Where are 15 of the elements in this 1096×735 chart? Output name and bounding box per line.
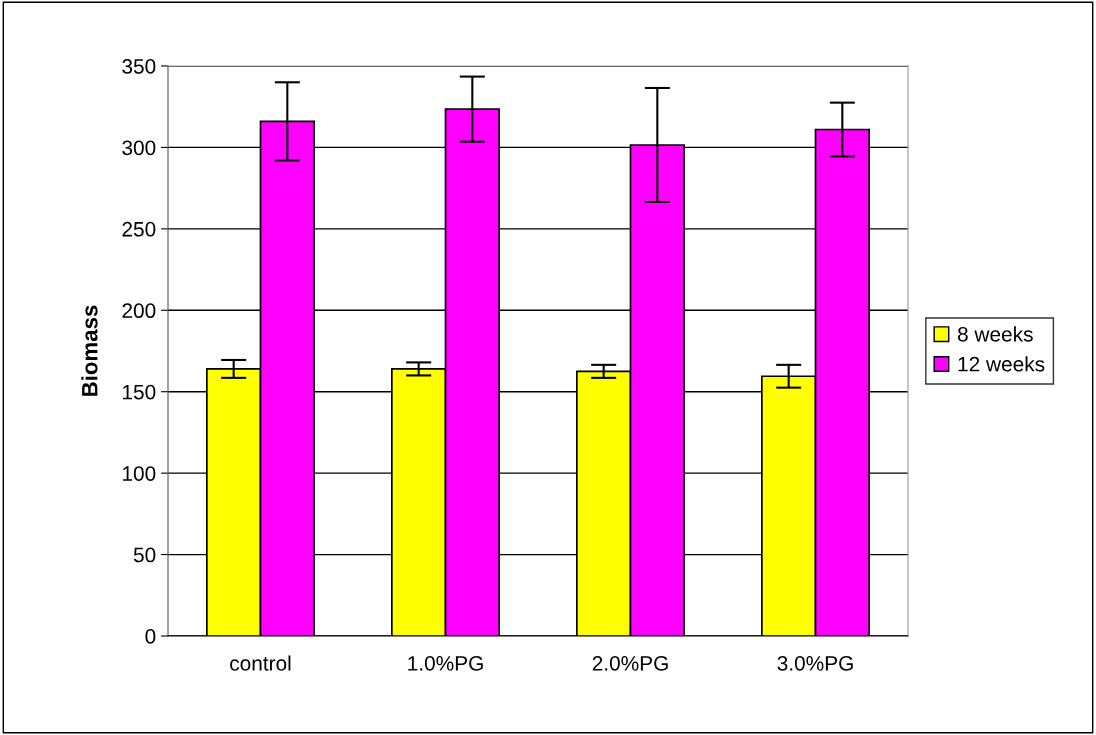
y-axis-title: Biomass [81,305,98,396]
y-tick-label: 350 [122,59,156,74]
x-tick-label: 2.0%PG [592,655,668,671]
y-tick-label: 250 [122,221,156,237]
legend-label: 8 weeks [957,326,1033,342]
x-tick-label: control [230,655,291,671]
y-tick-label: 200 [122,303,156,319]
y-tick-label: 150 [123,384,156,400]
x-tick-label: 1.0%PG [408,655,483,671]
y-tick-label: 300 [122,140,156,156]
y-tick-label: 100 [123,466,156,481]
x-tick-label: 3.0%PG [777,655,853,671]
y-tick-label: 0 [145,629,156,644]
y-tick-label: 50 [133,547,156,563]
legend-label: 12 weeks [958,356,1045,372]
